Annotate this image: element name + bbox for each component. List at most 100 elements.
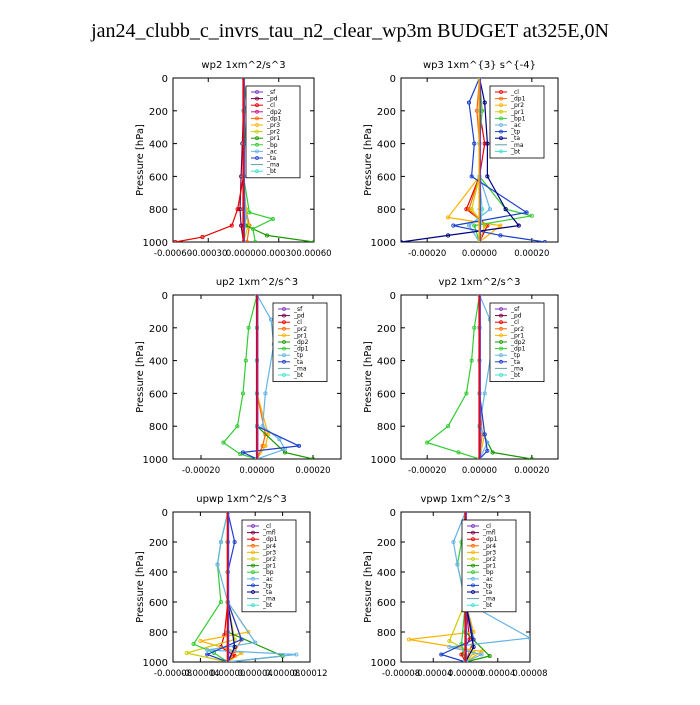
legend-label: _cl — [293, 319, 302, 326]
legend-marker — [255, 156, 259, 160]
legend-marker — [251, 557, 255, 561]
y-tick-label: 800 — [149, 205, 168, 216]
legend-label: _mfl — [262, 530, 276, 537]
x-tick-label: 0.00000 — [462, 466, 497, 476]
y-tick-label: 800 — [149, 628, 168, 639]
data-point — [464, 391, 469, 396]
legend-marker — [499, 373, 503, 377]
data-point — [482, 432, 487, 437]
data-point — [516, 223, 521, 228]
series-line — [453, 78, 545, 242]
data-point — [527, 635, 530, 641]
legend-label: _pr1 — [510, 109, 524, 116]
series-line — [207, 512, 297, 662]
data-point — [425, 440, 430, 445]
chart-panel-3: up2 1xm^2/s^3 Pressure [hPa] 0 200 400 600 800… — [135, 277, 342, 476]
data-point — [232, 539, 237, 545]
legend-marker — [471, 557, 475, 561]
x-tick-label: 0.00020 — [514, 249, 549, 259]
data-point — [218, 539, 223, 545]
legend-marker — [499, 353, 503, 358]
y-tick-label: 600 — [149, 598, 168, 609]
data-point — [503, 207, 508, 212]
legend-label: _dp1 — [262, 536, 278, 543]
chart-panel-2: wp3 1xm^{3} s^{-4} Pressure [hPa] 0 200 400 6… — [363, 60, 559, 259]
data-point — [529, 213, 534, 218]
legend-label: _ac — [266, 148, 277, 155]
data-point — [277, 437, 282, 442]
x-tick-label: -0.00008 — [154, 669, 192, 679]
series-group — [184, 512, 299, 662]
series-group — [425, 295, 534, 459]
legend-label: _bt — [482, 602, 493, 609]
series-line — [473, 78, 532, 242]
legend-label: _pr2 — [510, 102, 524, 109]
y-tick-label: 0 — [162, 508, 168, 519]
legend-marker — [471, 530, 475, 535]
data-point — [485, 141, 490, 146]
y-tick-label: 400 — [377, 140, 396, 151]
legend-marker — [471, 537, 475, 542]
y-tick-label: 400 — [149, 357, 168, 368]
legend-label: _ma — [266, 162, 280, 169]
data-point — [294, 652, 299, 657]
legend-label: _bt — [510, 372, 521, 379]
x-tick-label: -0.00004 — [414, 669, 452, 679]
legend-marker — [255, 123, 259, 127]
legend-label: _ta — [266, 155, 276, 162]
y-tick-label: 0 — [390, 291, 396, 302]
legend-label: _tp — [293, 352, 303, 359]
data-point — [466, 100, 472, 105]
data-point — [253, 239, 258, 242]
chart-title: wp2 1xm^2/s^3 — [201, 60, 285, 71]
data-point — [447, 644, 452, 650]
data-point — [529, 456, 534, 459]
y-axis-label: Pressure [hPa] — [135, 341, 146, 413]
legend-label: _pr1 — [293, 332, 307, 339]
legend-marker — [499, 109, 503, 114]
data-point — [459, 652, 464, 657]
legend-marker — [499, 307, 503, 311]
data-point — [490, 450, 495, 455]
legend-marker — [251, 590, 255, 594]
y-tick-label: 400 — [149, 568, 168, 579]
legend-label: _cl — [510, 89, 519, 96]
series-group — [221, 295, 316, 459]
legend-marker — [251, 530, 255, 535]
legend-marker — [499, 320, 503, 325]
legend-marker — [255, 109, 259, 114]
legend-marker — [255, 149, 259, 154]
data-point — [472, 325, 477, 330]
data-point — [184, 650, 189, 656]
x-tick-label: 0.00000 — [239, 466, 274, 476]
data-point — [472, 141, 477, 146]
legend-marker — [471, 563, 475, 568]
legend-marker — [471, 550, 475, 555]
x-tick-label: 0.00000 — [448, 669, 483, 679]
x-tick-label: 0.00004 — [238, 669, 273, 679]
data-point — [240, 450, 246, 455]
data-point — [464, 207, 469, 212]
legend-label: _ta — [262, 589, 272, 596]
data-point — [466, 207, 472, 212]
data-point — [253, 640, 258, 645]
data-point — [200, 235, 205, 240]
legend-marker — [282, 320, 286, 325]
legend-label: _pr2 — [293, 326, 307, 333]
series-line — [401, 78, 520, 242]
x-tick-label: 0.00000 — [462, 249, 497, 259]
legend-marker — [255, 96, 259, 101]
data-point — [472, 223, 477, 228]
y-tick-label: 200 — [377, 538, 396, 549]
y-axis-label: Pressure [hPa] — [363, 551, 374, 623]
data-point — [260, 424, 265, 429]
legend-label: _tp — [510, 129, 520, 136]
y-tick-label: 1000 — [371, 238, 396, 249]
y-tick-label: 400 — [377, 357, 396, 368]
legend-marker — [251, 550, 255, 555]
legend-marker — [282, 340, 286, 344]
y-tick-label: 800 — [149, 422, 168, 433]
legend-label: _pr4 — [482, 543, 496, 550]
legend-marker — [282, 353, 286, 358]
